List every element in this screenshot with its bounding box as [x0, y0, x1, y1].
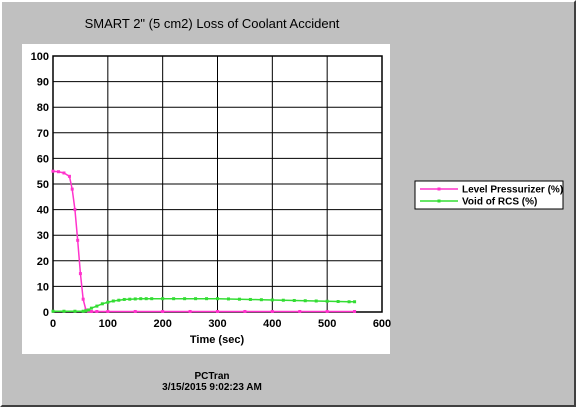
data-point	[133, 297, 137, 301]
data-point	[117, 298, 121, 302]
data-point	[51, 169, 55, 173]
data-point	[205, 297, 209, 301]
x-tick-label: 100	[99, 318, 117, 330]
data-point	[194, 297, 198, 301]
series-1	[51, 297, 357, 313]
data-point	[270, 298, 274, 302]
data-point	[325, 309, 329, 313]
y-tick-label: 30	[37, 230, 49, 242]
data-point	[111, 299, 115, 303]
data-point	[73, 208, 77, 212]
data-point	[259, 298, 263, 302]
x-tick-label: 0	[50, 318, 56, 330]
plot-background	[22, 44, 390, 354]
legend-label: Level Pressurizer (%)	[462, 185, 563, 196]
data-point	[78, 272, 82, 276]
data-point	[325, 299, 329, 303]
data-point	[298, 309, 302, 313]
data-point	[87, 308, 91, 312]
data-point	[336, 300, 340, 304]
data-point	[161, 297, 165, 301]
data-point	[226, 297, 230, 301]
data-point	[237, 297, 241, 301]
y-axis-ticks: 0 10 20 30 40 50 60 70 80 90 100	[31, 51, 49, 319]
data-point	[281, 298, 285, 302]
y-tick-label: 10	[37, 281, 49, 293]
x-tick-label: 300	[208, 318, 226, 330]
data-point	[303, 299, 307, 303]
legend: Level Pressurizer (%)Void of RCS (%)	[414, 180, 564, 210]
y-tick-label: 40	[37, 205, 49, 217]
data-point	[84, 309, 88, 313]
y-tick-label: 20	[37, 256, 49, 268]
data-point	[81, 309, 85, 313]
legend-box	[414, 180, 564, 210]
footer-app-name: PCTran	[194, 371, 229, 382]
data-point	[161, 309, 165, 313]
data-point	[62, 309, 66, 313]
data-point	[216, 297, 219, 301]
data-point	[106, 309, 110, 313]
data-point	[144, 297, 148, 301]
x-tick-label: 200	[153, 318, 171, 330]
footer-timestamp: 3/15/2015 9:02:23 AM	[162, 382, 262, 393]
chart-title: SMART 2" (5 cm2) Loss of Coolant Acciden…	[85, 16, 340, 31]
data-point	[270, 309, 274, 313]
data-point	[139, 297, 143, 301]
data-point	[292, 298, 296, 302]
data-point	[188, 309, 192, 313]
data-point	[243, 309, 247, 313]
data-point	[76, 238, 80, 242]
data-point	[172, 297, 176, 301]
y-tick-label: 50	[37, 179, 49, 191]
data-point	[67, 174, 71, 178]
y-tick-label: 0	[43, 307, 49, 319]
data-point	[73, 309, 77, 313]
x-tick-label: 500	[318, 318, 336, 330]
data-point	[150, 297, 154, 301]
data-point	[100, 302, 104, 306]
data-point	[128, 297, 132, 301]
data-point	[62, 171, 66, 175]
data-point	[133, 309, 137, 313]
data-point	[70, 187, 74, 191]
data-point	[347, 300, 351, 304]
y-tick-label: 100	[31, 51, 49, 63]
data-point	[95, 304, 99, 308]
data-point	[56, 170, 60, 174]
data-point	[353, 309, 357, 313]
data-point	[89, 306, 93, 310]
y-tick-label: 90	[37, 77, 49, 89]
data-point	[51, 309, 55, 313]
x-tick-label: 400	[263, 318, 281, 330]
data-point	[248, 297, 252, 301]
data-point	[106, 300, 110, 304]
data-point	[314, 299, 318, 303]
y-tick-label: 70	[37, 128, 49, 140]
x-axis-label: Time (sec)	[190, 334, 245, 346]
x-axis-ticks: 0 100 200 300 400 500 600	[50, 318, 391, 330]
y-tick-label: 60	[37, 153, 49, 165]
y-tick-label: 80	[37, 102, 49, 114]
data-point	[81, 297, 85, 301]
data-point	[216, 309, 219, 313]
data-point	[95, 309, 99, 313]
data-point	[353, 300, 357, 304]
data-point	[122, 297, 126, 301]
x-tick-label: 600	[373, 318, 391, 330]
legend-marker	[437, 199, 441, 203]
series-layer	[51, 169, 357, 313]
legend-marker	[437, 187, 441, 191]
data-point	[89, 309, 93, 313]
data-point	[183, 297, 187, 301]
legend-label: Void of RCS (%)	[462, 197, 537, 208]
